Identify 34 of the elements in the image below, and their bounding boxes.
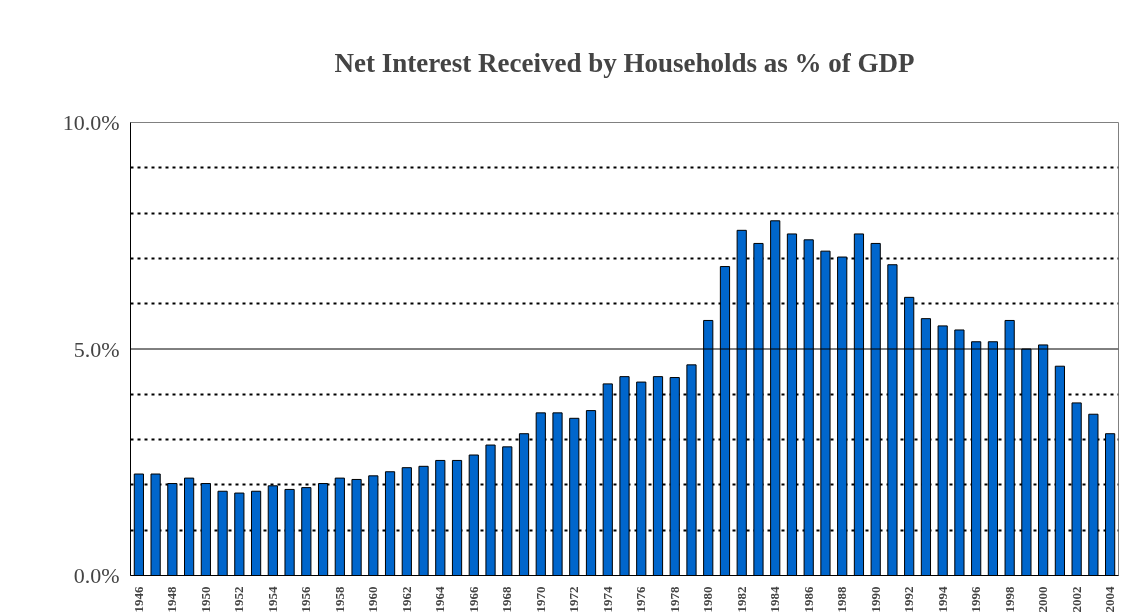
x-tick-label: 1964 [432, 586, 448, 613]
x-tick-label: 1958 [331, 586, 347, 613]
x-tick-label: 1994 [934, 586, 950, 613]
x-tick-label: 2000 [1035, 586, 1051, 613]
x-tick-label: 1972 [566, 586, 582, 613]
x-tick-label: 1984 [767, 586, 783, 613]
x-tick-label: 1970 [532, 586, 548, 613]
x-tick-label: 1960 [365, 586, 381, 613]
x-tick-label: 1952 [231, 586, 247, 613]
x-tick-label: 1976 [633, 586, 649, 613]
x-tick-label: 1956 [298, 586, 314, 613]
x-tick-label: 1996 [968, 586, 984, 613]
x-tick-label: 1948 [164, 586, 180, 613]
x-tick-label: 2004 [1102, 586, 1118, 613]
x-tick-label: 1980 [700, 586, 716, 613]
x-tick-label: 1968 [499, 586, 515, 613]
x-tick-label: 1982 [733, 586, 749, 613]
x-tick-label: 1992 [901, 586, 917, 613]
x-tick-label: 1974 [599, 586, 615, 613]
y-tick-label: 5.0% [73, 336, 120, 362]
x-tick-label: 1950 [197, 586, 213, 613]
x-tick-label: 1986 [800, 586, 816, 613]
x-tick-label: 1966 [465, 586, 481, 613]
y-tick-label: 0.0% [73, 563, 120, 588]
x-tick-label: 1978 [666, 586, 682, 613]
x-tick-label: 1988 [834, 586, 850, 613]
x-tick-label: 1990 [867, 586, 883, 613]
x-tick-label: 1954 [264, 586, 280, 613]
chart-title: Net Interest Received by Households as % of GDP [334, 47, 915, 78]
x-tick-label: 1962 [398, 586, 414, 613]
x-tick-label: 2002 [1068, 586, 1084, 613]
y-tick-label: 10.0% [62, 110, 120, 135]
x-tick-label: 1998 [1001, 586, 1017, 613]
x-tick-label: 1946 [130, 586, 146, 613]
